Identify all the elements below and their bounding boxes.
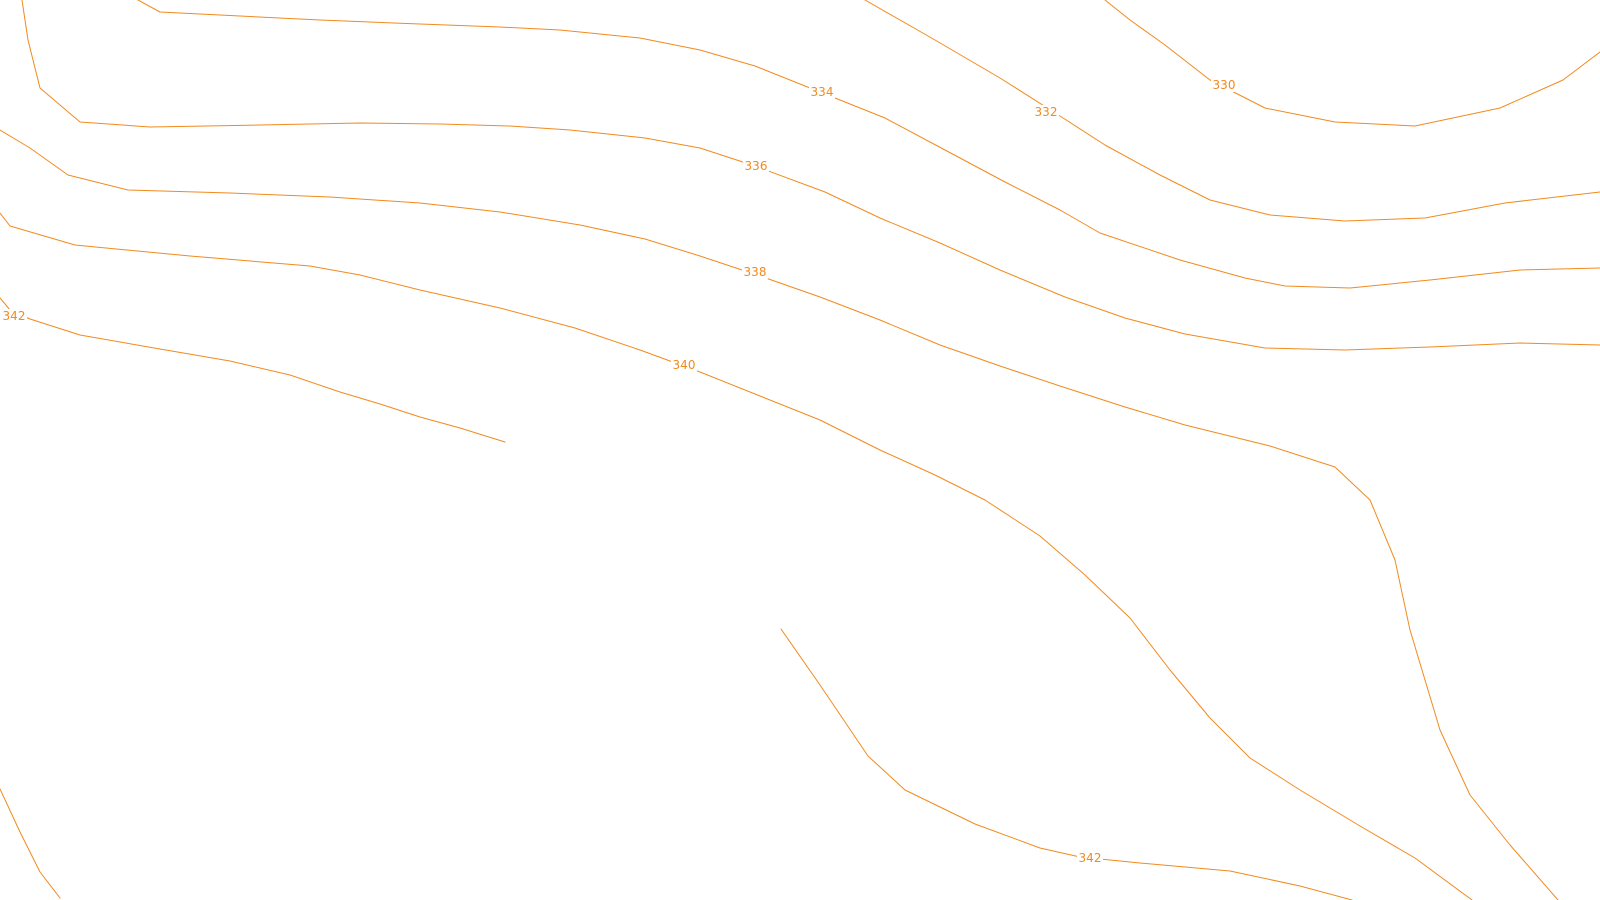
contour-line-330: [1104, 0, 1600, 127]
contour-line-332: [864, 0, 1600, 222]
contour-label-336: 336: [745, 159, 768, 173]
contour-line-340: [0, 212, 1473, 900]
contour-line-342: [0, 297, 506, 443]
contour-line-336: [21, 0, 1600, 351]
contour-label-342: 342: [3, 309, 26, 323]
contour-line-342-2: [780, 628, 1353, 900]
contour-label-halo: [743, 159, 769, 173]
contour-label-halo: [1077, 851, 1103, 865]
contour-label-halo: [671, 358, 697, 372]
contour-label-338: 338: [744, 265, 767, 279]
contour-label-332: 332: [1035, 105, 1058, 119]
contour-label-halo: [742, 265, 768, 279]
contour-label-halo: [809, 85, 835, 99]
contour-label-330: 330: [1213, 78, 1236, 92]
contour-label-halo: [1033, 105, 1059, 119]
contour-line-338: [0, 129, 1559, 900]
contour-label-halo: [1211, 78, 1237, 92]
contour-label-342: 342: [1079, 851, 1102, 865]
contour-line-334: [137, 0, 1600, 289]
contour-label-334: 334: [811, 85, 834, 99]
contour-label-340: 340: [673, 358, 696, 372]
contour-labels: 330 332 334 336 338 340 342 342: [1, 78, 1237, 865]
contour-line-342-3: [0, 788, 61, 899]
contour-label-halo: [1, 309, 27, 323]
